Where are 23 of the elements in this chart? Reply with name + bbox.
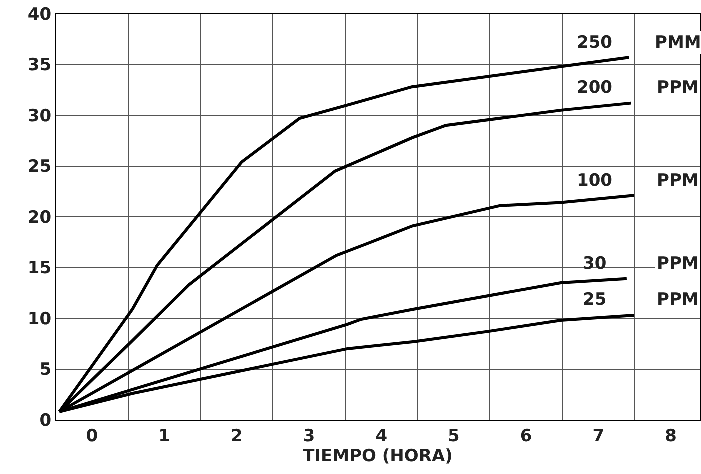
x-tick-label: 6 <box>520 426 532 446</box>
y-tick-label: 35 <box>28 56 52 76</box>
x-tick-label: 4 <box>376 426 388 446</box>
y-tick-label: 10 <box>28 309 52 330</box>
x-tick-label: 8 <box>665 426 677 446</box>
x-tick-label: 2 <box>230 426 243 446</box>
y-tick-label: 0 <box>40 410 52 431</box>
x-tick-label: 7 <box>592 426 605 446</box>
x-tick-label: 5 <box>448 426 460 446</box>
x-tick-label: 1 <box>158 426 170 446</box>
y-tick-label: 5 <box>40 360 52 380</box>
x-tick-label: 3 <box>303 426 316 446</box>
y-tick-label: 30 <box>28 106 52 126</box>
text: 200 PPM <box>577 78 699 98</box>
text: 25 PPM <box>583 290 699 310</box>
text: 100 PPM <box>577 171 699 191</box>
y-tick-label: 20 <box>28 208 52 228</box>
text: 250 PMM <box>577 33 701 53</box>
y-tick-label: 25 <box>28 157 52 178</box>
y-tick-label: 40 <box>28 4 52 25</box>
x-axis-title: TIEMPO (HORA) <box>303 446 453 466</box>
x-tick-label: 0 <box>86 426 98 446</box>
y-tick-label: 15 <box>28 258 52 279</box>
